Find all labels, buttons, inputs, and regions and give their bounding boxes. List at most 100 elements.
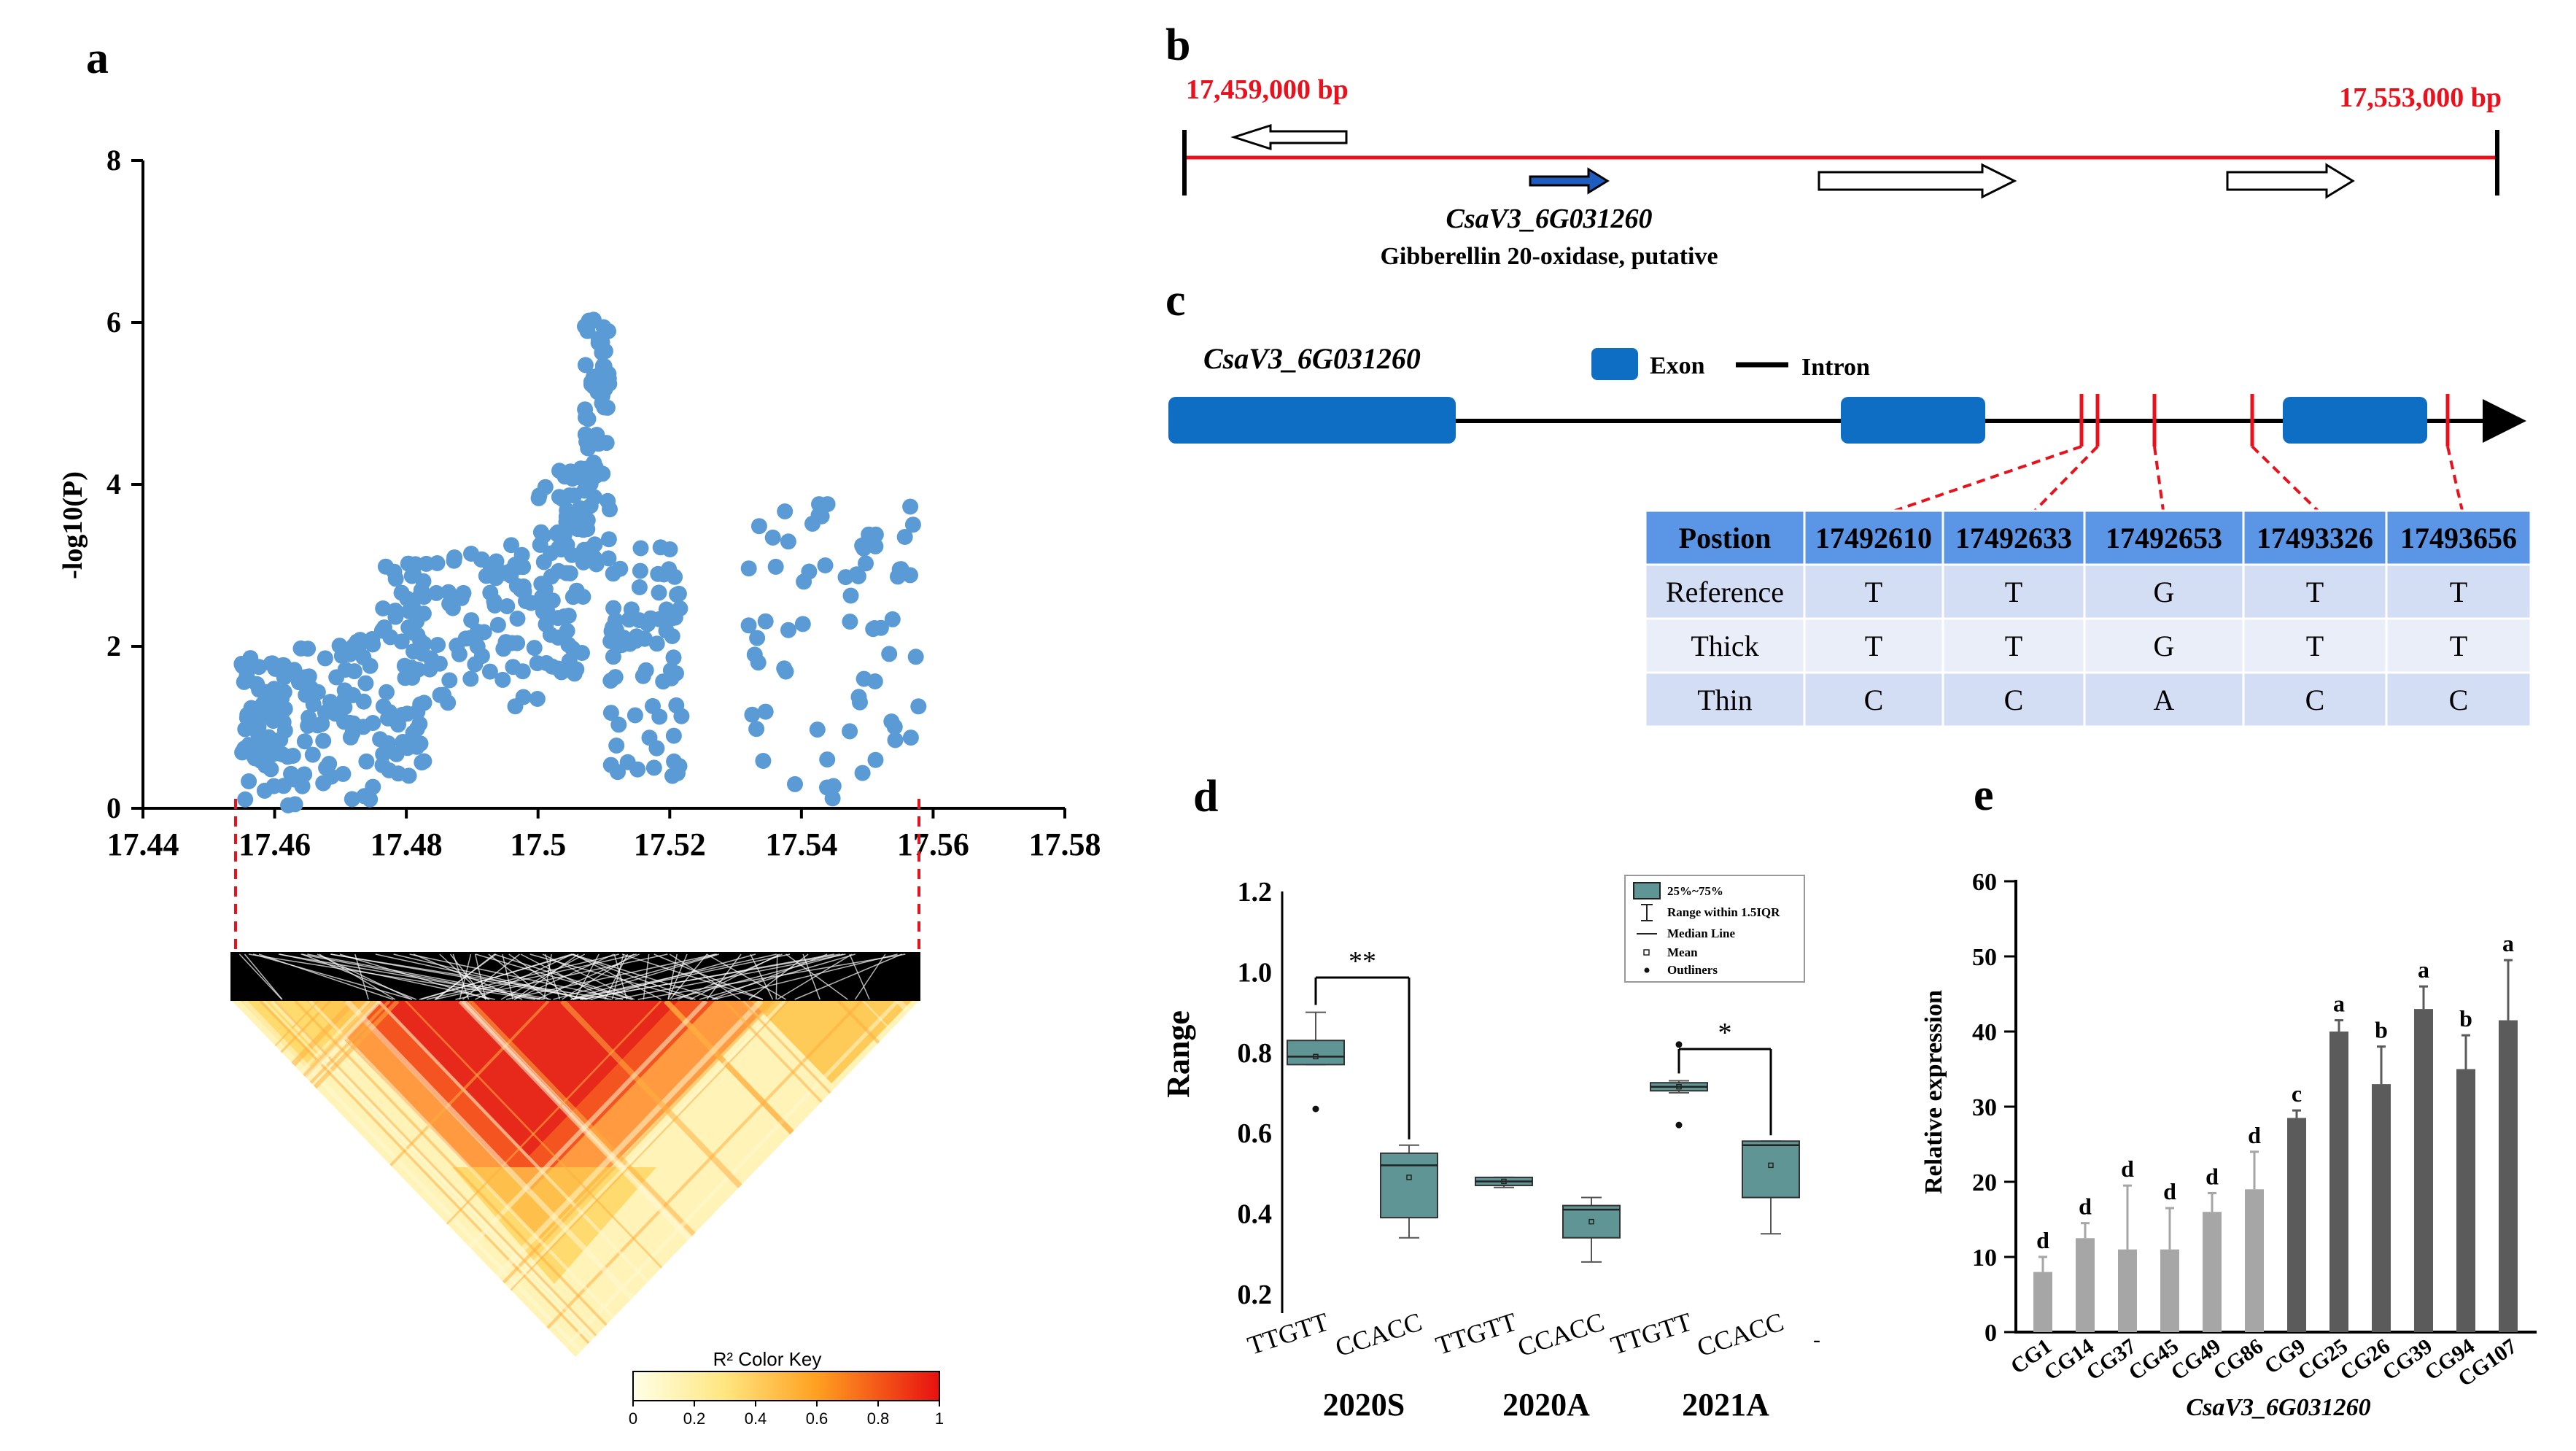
snp-point bbox=[455, 584, 472, 601]
snp-point bbox=[600, 531, 617, 548]
bar-group: d bbox=[2203, 1163, 2222, 1332]
snp-point bbox=[632, 562, 648, 579]
boxplot bbox=[1380, 1144, 1438, 1239]
snp-point bbox=[503, 537, 519, 554]
snp-point bbox=[509, 611, 526, 627]
table-cell bbox=[2385, 671, 2532, 728]
snp-point bbox=[435, 686, 451, 703]
boxplot bbox=[1287, 1011, 1345, 1113]
snp-point bbox=[408, 721, 425, 737]
y-tick-label: 8 bbox=[106, 144, 121, 177]
d-group-label: 2020A bbox=[1502, 1387, 1590, 1423]
panel-d: d Range 0.20.40.60.81.01.2 TTGTT CCACC TTG… bbox=[1160, 772, 1820, 1423]
snp-point bbox=[612, 560, 629, 577]
table-cell bbox=[2242, 563, 2388, 620]
snp-point bbox=[481, 663, 498, 680]
snp-point bbox=[663, 670, 680, 686]
snp-point bbox=[449, 638, 465, 654]
box bbox=[1562, 1204, 1621, 1239]
e-y-tick-label: 30 bbox=[1972, 1094, 1997, 1121]
snp-point bbox=[397, 670, 414, 686]
e-y-tick-label: 40 bbox=[1972, 1019, 1997, 1046]
snp-point bbox=[576, 482, 593, 499]
legend-mean: Mean bbox=[1667, 945, 1698, 959]
snp-point bbox=[817, 557, 834, 573]
snp-point bbox=[600, 322, 616, 339]
snp-point bbox=[394, 706, 411, 723]
significance-letter: d bbox=[2248, 1122, 2261, 1148]
scatter-points bbox=[233, 312, 927, 813]
snp-point bbox=[562, 565, 578, 581]
table-header-cell: 17492633 bbox=[1955, 522, 2072, 554]
snp-point bbox=[286, 662, 303, 678]
snp-point bbox=[238, 656, 255, 673]
r2-tick-label: 0.6 bbox=[806, 1409, 829, 1428]
snp-point bbox=[550, 630, 567, 646]
mean-marker bbox=[1588, 1218, 1594, 1225]
snp-point bbox=[631, 579, 648, 595]
snp-point bbox=[757, 703, 774, 720]
snp-point bbox=[304, 746, 321, 763]
snp-point bbox=[780, 533, 796, 550]
snp-point bbox=[854, 765, 871, 781]
snp-point bbox=[471, 625, 488, 642]
r2-color-key-title: R² Color Key bbox=[713, 1348, 822, 1370]
snp-point bbox=[896, 529, 913, 545]
r2-tick-label: 0 bbox=[629, 1409, 637, 1428]
box bbox=[1742, 1140, 1800, 1199]
snp-point bbox=[416, 694, 432, 711]
e-bars: d d d d d d c a b a b a bbox=[2033, 930, 2518, 1332]
snp-point bbox=[375, 698, 392, 715]
bar bbox=[2203, 1212, 2222, 1332]
left-position-label: 17,459,000 bp bbox=[1186, 74, 1349, 105]
snp-point bbox=[376, 619, 392, 636]
snp-point bbox=[243, 700, 260, 716]
snp-point bbox=[362, 657, 379, 674]
significance-letter: d bbox=[2205, 1163, 2219, 1189]
snp-point bbox=[303, 680, 319, 697]
d-x-tick-label: TTGTT bbox=[1607, 1307, 1696, 1361]
d-y-tick-label: 0.4 bbox=[1238, 1199, 1273, 1230]
exon-1 bbox=[1168, 397, 1456, 444]
panel-b: b 17,459,000 bp 17,553,000 bp CsaV3_6G03… bbox=[1165, 20, 2502, 270]
snp-point bbox=[631, 612, 648, 629]
bar bbox=[2456, 1069, 2475, 1332]
snp-point bbox=[553, 664, 570, 681]
snp-point bbox=[280, 797, 297, 813]
boxplot bbox=[1562, 1196, 1621, 1263]
snp-point bbox=[387, 603, 403, 619]
snp-point bbox=[440, 584, 457, 600]
x-axis-ticks: 17.44 17.46 17.48 17.5 17.52 17.54 17.56 17.58 bbox=[107, 808, 1101, 862]
snp-point bbox=[605, 600, 622, 616]
snp-point bbox=[393, 633, 410, 650]
table-value: Thin bbox=[1697, 684, 1753, 716]
panel-label-a: a bbox=[86, 34, 109, 83]
snp-point bbox=[446, 549, 463, 566]
table-value: T bbox=[1865, 576, 1882, 608]
snp-point bbox=[904, 516, 921, 533]
snp-point bbox=[842, 723, 858, 740]
d-x-tick-label: CCACC bbox=[1694, 1307, 1787, 1363]
snp-point bbox=[551, 463, 567, 479]
snp-point bbox=[796, 573, 812, 590]
significance-letter: b bbox=[2459, 1005, 2472, 1032]
snp-point bbox=[645, 697, 661, 714]
snp-point bbox=[309, 717, 326, 734]
table-header-cell: 17493656 bbox=[2400, 522, 2517, 554]
r2-gradient-bar bbox=[632, 1371, 940, 1401]
significance-label: * bbox=[1718, 1018, 1732, 1048]
snp-point bbox=[535, 603, 551, 620]
table-cell bbox=[1644, 617, 1806, 674]
e-y-axis-label: Relative expression bbox=[1920, 990, 1947, 1194]
table-cell bbox=[2083, 617, 2245, 674]
snp-point bbox=[505, 659, 521, 676]
bar-group: d bbox=[2245, 1122, 2264, 1332]
snp-point bbox=[428, 584, 445, 601]
snp-point bbox=[579, 322, 596, 339]
y-tick-label: 4 bbox=[106, 468, 121, 500]
snp-point bbox=[907, 649, 924, 665]
snp-point bbox=[411, 588, 428, 605]
x-tick-label: 17.58 bbox=[1029, 827, 1101, 862]
r2-color-key: R² Color Key 0 0.2 0.4 0.6 0.8 1 bbox=[629, 1348, 944, 1428]
e-y-tick-label: 20 bbox=[1972, 1169, 1997, 1196]
